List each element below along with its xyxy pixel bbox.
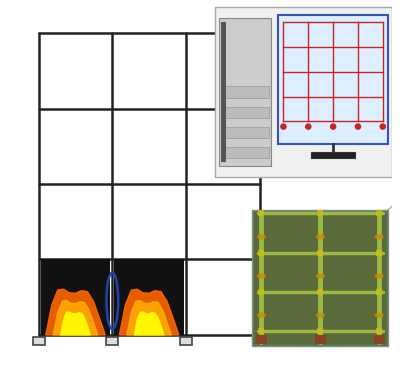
Bar [258, 210, 264, 216]
Polygon shape [127, 301, 171, 335]
Bar [258, 250, 264, 256]
Bar [33, 337, 45, 345]
Bar [315, 335, 326, 344]
Bar [317, 328, 323, 334]
Ellipse shape [257, 312, 266, 318]
Bar [215, 7, 392, 177]
Bar [221, 147, 269, 158]
Bar [376, 250, 382, 256]
Bar [311, 152, 355, 158]
Polygon shape [134, 312, 164, 335]
Bar [376, 210, 382, 216]
Bar [41, 259, 111, 335]
Bar [180, 337, 192, 345]
Bar [221, 107, 269, 118]
Bar [252, 210, 388, 346]
Bar [254, 337, 265, 345]
Circle shape [355, 124, 361, 129]
Polygon shape [61, 312, 90, 335]
Ellipse shape [374, 234, 384, 240]
Polygon shape [119, 289, 179, 335]
Bar [106, 337, 118, 345]
Bar [258, 328, 264, 334]
Bar [317, 250, 323, 256]
Bar [219, 18, 270, 166]
Ellipse shape [316, 312, 325, 318]
Bar [278, 15, 388, 144]
Polygon shape [53, 301, 98, 335]
Bar [374, 335, 385, 344]
Polygon shape [46, 289, 105, 335]
Bar [317, 210, 323, 216]
Bar [221, 127, 269, 138]
Circle shape [380, 124, 385, 129]
Ellipse shape [257, 273, 266, 279]
Bar [376, 328, 382, 334]
Bar [376, 289, 382, 295]
Bar [221, 22, 226, 162]
Bar [258, 289, 264, 295]
Ellipse shape [316, 273, 325, 279]
Bar [256, 335, 267, 344]
Circle shape [306, 124, 311, 129]
Bar [254, 212, 386, 344]
Bar [221, 86, 269, 98]
Ellipse shape [257, 234, 266, 240]
Bar [317, 289, 323, 295]
Ellipse shape [374, 312, 384, 318]
Ellipse shape [374, 273, 384, 279]
Bar [114, 259, 184, 335]
Circle shape [281, 124, 286, 129]
Circle shape [331, 124, 336, 129]
Ellipse shape [316, 234, 325, 240]
